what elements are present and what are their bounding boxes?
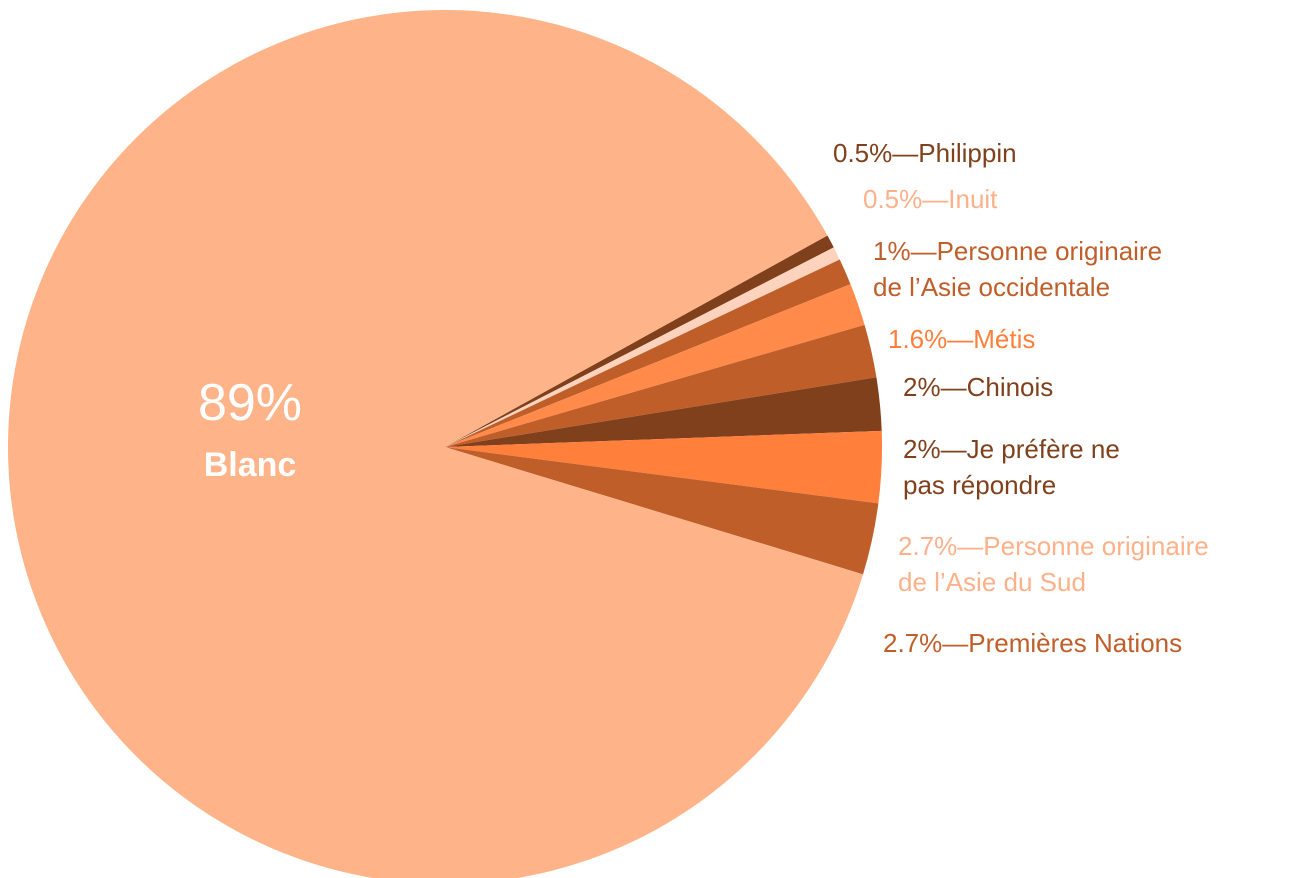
slice-label: 2%—Chinois [903, 372, 1053, 402]
pie-slice [445, 430, 883, 504]
slice-label: 2.7%—Personne originaire de l’Asie du Sud [898, 531, 1209, 597]
pie-slice [445, 247, 840, 447]
slice-label: 2.7%—Premières Nations [883, 628, 1182, 658]
pie-slice [445, 447, 879, 575]
pie-slice [8, 10, 864, 878]
pie-slice [445, 324, 877, 447]
pie-slice [445, 377, 882, 447]
pie-slice [445, 284, 865, 447]
slice-label: 0.5%—Inuit [863, 184, 998, 214]
pie-slice [445, 259, 851, 447]
pie-slice [445, 235, 834, 447]
slice-label: 1%—Personne originaire de l’Asie occident… [873, 236, 1162, 302]
slice-main-label: 89% Blanc [198, 374, 302, 484]
slice-label: 2%—Je préfère ne pas répondre [903, 434, 1120, 500]
slice-label: 0.5%—Philippin [833, 138, 1017, 168]
slice-label: 1.6%—Métis [888, 324, 1035, 354]
